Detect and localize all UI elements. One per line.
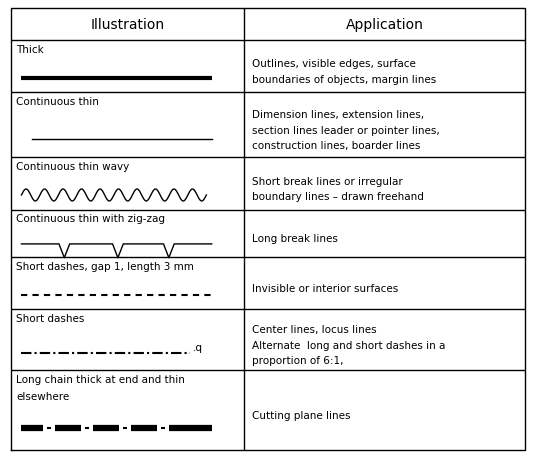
Text: Continuous thin wavy: Continuous thin wavy <box>16 162 129 172</box>
Text: Center lines, locus lines: Center lines, locus lines <box>252 325 377 335</box>
Text: Long chain thick at end and thin: Long chain thick at end and thin <box>16 374 185 384</box>
Text: Invisible or interior surfaces: Invisible or interior surfaces <box>252 284 398 294</box>
Text: Cutting plane lines: Cutting plane lines <box>252 410 351 420</box>
Text: Long break lines: Long break lines <box>252 234 338 244</box>
Text: boundaries of objects, margin lines: boundaries of objects, margin lines <box>252 75 436 84</box>
Text: Application: Application <box>346 18 423 32</box>
Text: elsewhere: elsewhere <box>16 392 69 402</box>
Text: Outlines, visible edges, surface: Outlines, visible edges, surface <box>252 59 416 69</box>
Text: Dimension lines, extension lines,: Dimension lines, extension lines, <box>252 110 424 120</box>
Text: construction lines, boarder lines: construction lines, boarder lines <box>252 141 420 151</box>
Text: Short break lines or irregular: Short break lines or irregular <box>252 176 403 186</box>
Text: Thick: Thick <box>16 45 44 55</box>
Text: boundary lines – drawn freehand: boundary lines – drawn freehand <box>252 192 424 202</box>
Text: .q: .q <box>193 342 203 353</box>
Text: proportion of 6:1,: proportion of 6:1, <box>252 356 344 366</box>
Text: Continuous thin: Continuous thin <box>16 96 99 106</box>
Text: Alternate  long and short dashes in a: Alternate long and short dashes in a <box>252 340 445 350</box>
Text: Illustration: Illustration <box>90 18 165 32</box>
Text: Short dashes: Short dashes <box>16 313 85 323</box>
Text: Short dashes, gap 1, length 3 mm: Short dashes, gap 1, length 3 mm <box>16 261 194 271</box>
Text: section lines leader or pointer lines,: section lines leader or pointer lines, <box>252 125 440 135</box>
Text: Continuous thin with zig-zag: Continuous thin with zig-zag <box>16 214 165 224</box>
